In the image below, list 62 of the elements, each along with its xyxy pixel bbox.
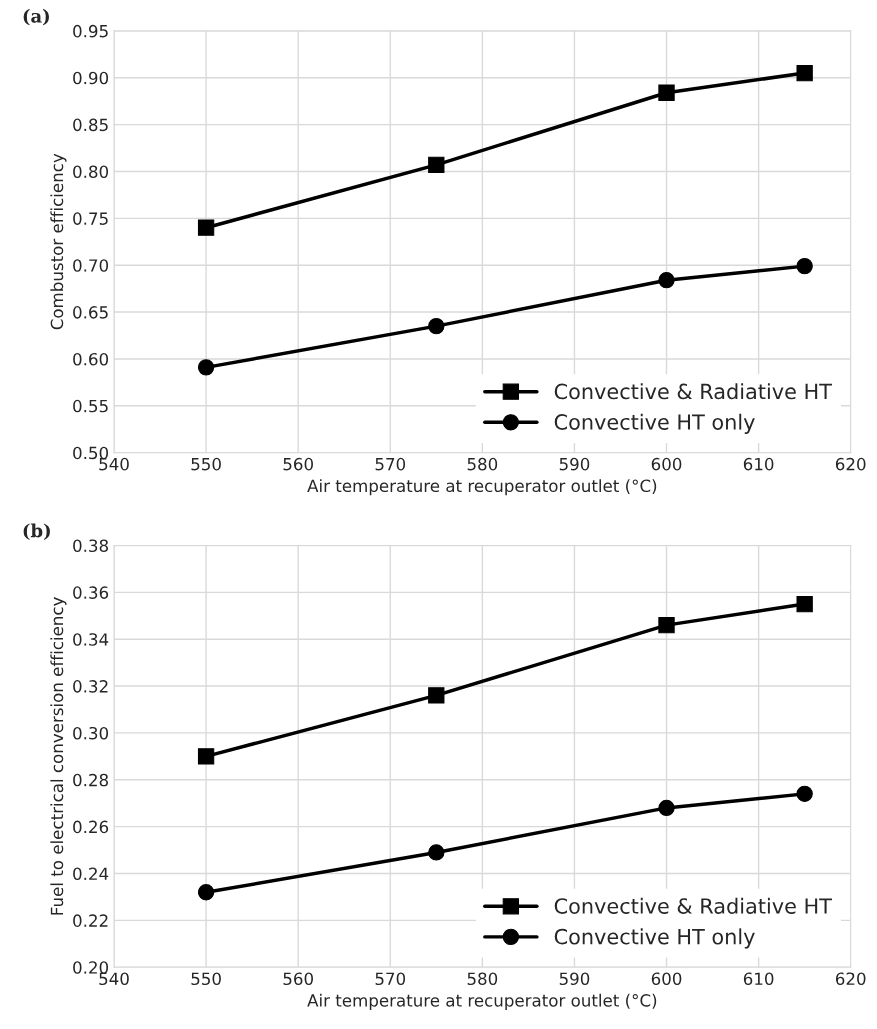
y-tick-label: 0.30 (73, 726, 109, 740)
chart-title: (a) (23, 8, 49, 26)
x-axis-title: Air temperature at recuperator outlet (°C) (307, 479, 657, 496)
x-tick-label: 580 (467, 457, 498, 471)
x-tick-label: 610 (743, 457, 774, 471)
y-axis-title: Combustor efficiency (50, 153, 67, 330)
point (658, 84, 675, 101)
x-tick-label: 610 (743, 972, 774, 986)
x-tick-label: 590 (559, 457, 590, 471)
x-tick-label: 600 (651, 972, 682, 986)
y-axis-title: Fuel to electrical conversion efficiency (50, 597, 67, 915)
x-tick-label: 570 (375, 457, 406, 471)
y-tick-label: 0.38 (73, 539, 109, 553)
y-tick-label: 0.26 (73, 820, 109, 834)
x-tick-label: 550 (191, 457, 221, 471)
legend-label: Convective & Radiative HT (554, 383, 832, 400)
x-tick-label: 620 (835, 457, 866, 471)
chart-title: (b) (23, 523, 50, 540)
y-tick-label: 0.24 (73, 867, 109, 881)
legend-label: Convective HT only (554, 413, 755, 434)
point (428, 317, 445, 335)
x-axis-title: Air temperature at recuperator outlet (°C) (307, 993, 657, 1010)
x-tick-label: 600 (651, 457, 682, 471)
y-tick-label: 0.90 (73, 71, 109, 85)
legend-label: Convective HT only (554, 928, 755, 949)
point (658, 616, 675, 634)
point (428, 844, 445, 861)
point (428, 687, 445, 704)
point (796, 64, 813, 82)
y-tick-label: 0.22 (73, 914, 108, 927)
point (796, 785, 813, 803)
y-tick-label: 0.75 (73, 212, 108, 225)
y-tick-label: 0.85 (73, 118, 108, 132)
y-tick-label: 0.55 (73, 399, 108, 413)
x-tick-label: 570 (375, 972, 406, 986)
point (197, 219, 215, 236)
y-tick-label: 0.95 (73, 24, 108, 38)
y-tick-label: 0.28 (73, 773, 109, 787)
point (197, 748, 215, 765)
legend-label: Convective & Radiative HT (554, 897, 832, 914)
y-tick-label: 0.70 (73, 259, 109, 272)
y-tick-label: 0.80 (73, 165, 109, 179)
point (796, 257, 813, 275)
x-tick-label: 580 (467, 972, 498, 986)
point (658, 272, 675, 289)
point (197, 359, 215, 376)
y-tick-label: 0.32 (73, 680, 108, 693)
y-tick-label: 0.65 (73, 306, 108, 319)
y-tick-label: 0.60 (73, 352, 109, 366)
point (796, 595, 813, 613)
point (428, 156, 445, 174)
point (197, 884, 215, 901)
x-tick-label: 560 (283, 457, 313, 471)
x-tick-label: 620 (835, 972, 866, 986)
y-tick-label: 0.20 (73, 961, 109, 974)
x-tick-label: 540 (99, 972, 129, 986)
y-tick-label: 0.34 (73, 633, 109, 646)
x-tick-label: 550 (191, 972, 221, 986)
y-tick-label: 0.36 (73, 586, 109, 599)
x-tick-label: 590 (559, 972, 590, 986)
point (658, 799, 675, 817)
x-tick-label: 560 (283, 972, 313, 986)
